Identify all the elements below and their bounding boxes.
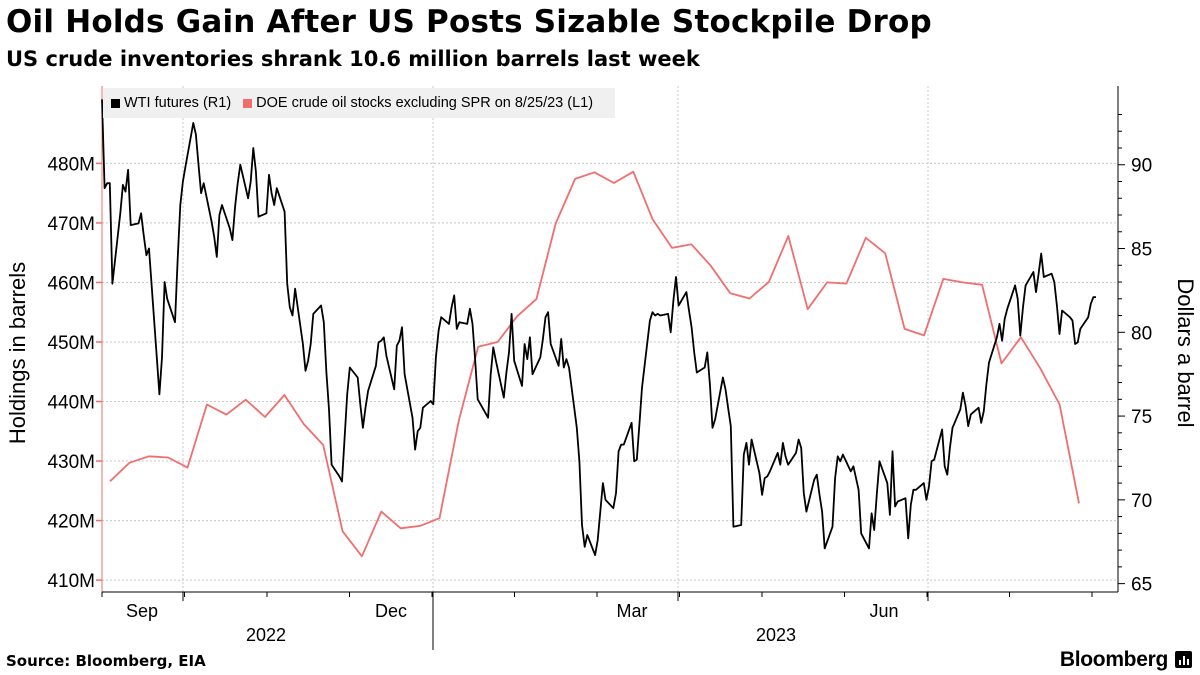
x-month-label: Sep <box>126 601 158 621</box>
left-tick-label: 410M <box>47 571 95 592</box>
right-tick-label: 80 <box>1131 323 1152 344</box>
left-tick-label: 420M <box>47 512 95 533</box>
legend: WTI futures (R1) DOE crude oil stocks ex… <box>103 88 616 118</box>
legend-item-doe: DOE crude oil stocks excluding SPR on 8/… <box>243 95 593 111</box>
left-axis-title: Holdings in barrels <box>5 262 30 444</box>
x-month-label: Dec <box>375 601 407 621</box>
bloomberg-terminal-icon <box>1175 651 1192 668</box>
legend-label-doe: DOE crude oil stocks excluding SPR on 8/… <box>256 95 594 111</box>
left-tick-label: 460M <box>47 273 95 294</box>
source-note: Source: Bloomberg, EIA <box>6 652 206 670</box>
left-tick-label: 440M <box>47 393 95 414</box>
right-tick-label: 85 <box>1131 240 1152 261</box>
legend-label-wti: WTI futures (R1) <box>124 95 232 111</box>
legend-swatch-wti <box>111 98 120 108</box>
x-year-label: 2023 <box>756 625 796 645</box>
x-month-label: Mar <box>617 601 648 621</box>
right-tick-label: 75 <box>1131 407 1152 428</box>
right-tick-label: 70 <box>1131 491 1152 512</box>
right-axis-title: Dollars a barrel <box>1173 278 1198 427</box>
bloomberg-logo: Bloomberg <box>1059 648 1168 671</box>
right-tick-label: 90 <box>1131 156 1152 177</box>
left-tick-label: 470M <box>47 214 95 235</box>
series-line-doe-crude-stocks <box>109 170 1080 558</box>
x-year-label: 2022 <box>246 625 286 645</box>
legend-item-wti: WTI futures (R1) <box>111 95 231 111</box>
chart-title: Oil Holds Gain After US Posts Sizable St… <box>6 4 932 40</box>
left-tick-label: 480M <box>47 154 95 175</box>
series-line-wti-futures <box>101 99 1096 556</box>
left-tick-label: 430M <box>47 452 95 473</box>
right-tick-label: 65 <box>1131 575 1152 596</box>
x-month-label: Jun <box>869 601 898 621</box>
chart-subtitle: US crude inventories shrank 10.6 million… <box>6 47 700 71</box>
legend-swatch-doe <box>243 98 253 108</box>
left-tick-label: 450M <box>47 333 95 354</box>
